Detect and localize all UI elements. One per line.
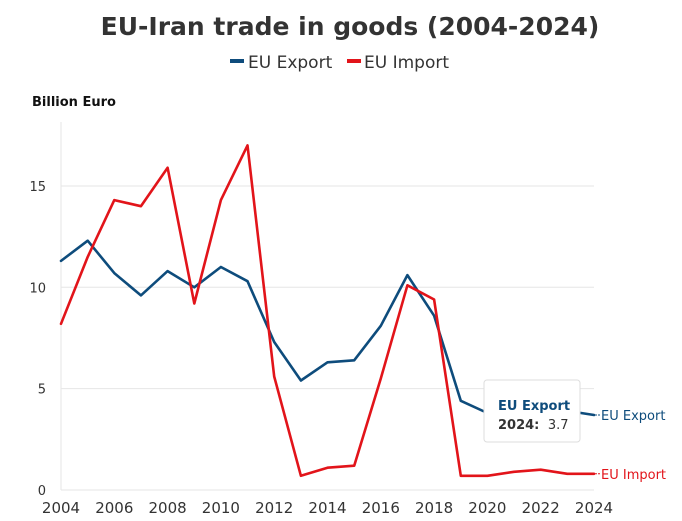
x-tick-label: 2010 bbox=[202, 499, 240, 517]
end-label-eu-import: EU Import bbox=[601, 468, 666, 483]
chart-title: EU-Iran trade in goods (2004-2024) bbox=[101, 12, 600, 41]
series-line-eu-import[interactable] bbox=[59, 144, 596, 478]
x-tick-label: 2020 bbox=[468, 499, 506, 517]
x-tick-label: 2024 bbox=[575, 499, 613, 517]
x-tick-label: 2008 bbox=[149, 499, 187, 517]
y-tick-label: 0 bbox=[38, 484, 46, 499]
y-tick-label: 5 bbox=[38, 383, 46, 398]
legend-swatch-eu-export bbox=[230, 59, 244, 63]
x-tick-label: 2006 bbox=[95, 499, 133, 517]
tooltip: EU Export 2024: 3.7 bbox=[483, 379, 581, 443]
x-tick-label: 2014 bbox=[308, 499, 346, 517]
x-tick-label: 2022 bbox=[522, 499, 560, 517]
legend-label-eu-export: EU Export bbox=[248, 53, 333, 73]
y-axis-label: Billion Euro bbox=[32, 95, 116, 110]
x-tick-label: 2004 bbox=[42, 499, 80, 517]
x-axis-ticks: 2004 2006 2008 2010 2012 2014 2016 2018 2020 2022… bbox=[42, 499, 613, 517]
legend: EU Export EU Import bbox=[230, 53, 449, 73]
y-tick-label: 10 bbox=[29, 281, 46, 296]
x-tick-label: 2012 bbox=[255, 499, 293, 517]
y-tick-label: 15 bbox=[29, 180, 46, 195]
tooltip-series: EU Export bbox=[498, 399, 570, 414]
legend-item-eu-import[interactable]: EU Import bbox=[347, 53, 449, 73]
end-label-eu-export: EU Export bbox=[601, 409, 665, 424]
y-axis-ticks: 0 5 10 15 bbox=[29, 180, 46, 499]
legend-item-eu-export[interactable]: EU Export bbox=[230, 53, 333, 73]
x-tick-label: 2018 bbox=[415, 499, 453, 517]
tooltip-body: 2024: 3.7 bbox=[498, 416, 569, 433]
x-tick-label: 2016 bbox=[362, 499, 400, 517]
legend-swatch-eu-import bbox=[347, 59, 361, 63]
series-end-labels: EU Export EU Import bbox=[595, 409, 666, 483]
tooltip-box bbox=[483, 379, 581, 443]
tooltip-value: 3.7 bbox=[548, 418, 569, 433]
tooltip-year: 2024: bbox=[498, 418, 539, 433]
legend-label-eu-import: EU Import bbox=[364, 53, 449, 73]
